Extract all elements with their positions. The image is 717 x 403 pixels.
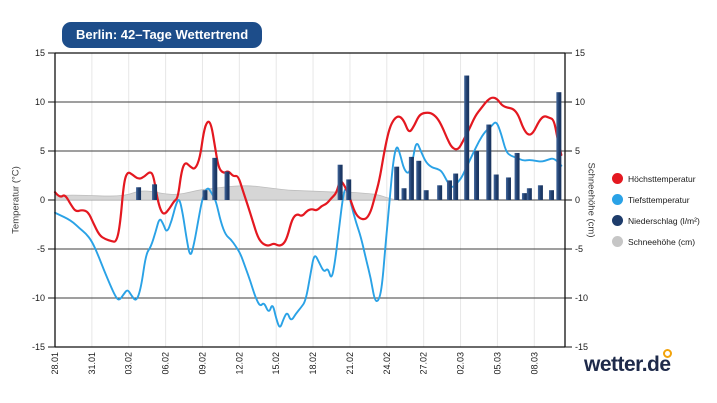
precipitation-bar <box>526 188 532 200</box>
wetter-logo-text: wetter.de <box>584 353 671 376</box>
x-tick-label: 08.03 <box>529 352 539 375</box>
y-tick-label-left: -15 <box>32 342 45 352</box>
x-tick-label: 02.03 <box>456 352 466 375</box>
y-tick-label-right: -5 <box>575 244 583 254</box>
y-tick-label-left: 10 <box>35 97 45 107</box>
precipitation-bar <box>548 190 554 200</box>
precipitation-bar <box>416 160 422 200</box>
wetter-logo: wetter.de <box>584 349 672 377</box>
y-tick-label-left: -5 <box>37 244 45 254</box>
legend-item-tiefsttemperatur: Tiefsttemperatur <box>612 194 700 205</box>
precipitation-bar <box>493 174 499 200</box>
precipitation-bar <box>224 171 230 200</box>
precipitation-bar <box>212 157 218 200</box>
legend-item-label: Schneehöhe (cm) <box>628 236 696 247</box>
legend-item-hoechsttemperatur: Höchsttemperatur <box>612 173 700 184</box>
legend-dot-icon <box>612 194 623 205</box>
legend-item-label: Tiefsttemperatur <box>628 194 690 205</box>
y-tick-label-right: -15 <box>575 342 588 352</box>
precipitation-bar <box>537 185 543 200</box>
precipitation-bar <box>446 180 452 200</box>
y-tick-label-left: 15 <box>35 48 45 58</box>
precipitation-bar <box>521 193 527 200</box>
x-tick-label: 21.02 <box>345 352 355 375</box>
precipitation-bar <box>136 187 142 200</box>
x-tick-label: 06.02 <box>161 352 171 375</box>
legend-dot-icon <box>612 173 623 184</box>
x-tick-label: 12.02 <box>234 352 244 375</box>
precipitation-bars <box>136 75 562 200</box>
precipitation-bar <box>202 190 208 200</box>
y-tick-label-left: 0 <box>40 195 45 205</box>
precipitation-bar <box>474 151 480 200</box>
precipitation-bar <box>152 184 158 200</box>
x-tick-label: 09.02 <box>197 352 207 375</box>
precipitation-bar <box>505 177 511 200</box>
x-tick-label: 05.03 <box>492 352 502 375</box>
y-tick-label-right: 15 <box>575 48 585 58</box>
line-hoechsttemperatur <box>53 96 563 247</box>
legend-item-niederschlag: Niederschlag (l/m²) <box>612 215 700 226</box>
precipitation-bar <box>453 173 459 200</box>
precipitation-bar <box>514 152 520 200</box>
precipitation-bar <box>423 190 429 200</box>
chart-title-badge: Berlin: 42–Tage Wettertrend <box>62 22 263 48</box>
precipitation-bar <box>401 188 407 200</box>
y-tick-label-right: 10 <box>575 97 585 107</box>
precipitation-bar <box>464 75 470 200</box>
precipitation-bar <box>337 164 343 200</box>
x-tick-label: 18.02 <box>308 352 318 375</box>
legend: Höchsttemperatur Tiefsttemperatur Niedersc… <box>612 173 700 257</box>
sun-icon <box>662 349 672 358</box>
x-tick-label: 03.02 <box>124 352 134 375</box>
legend-dot-icon <box>612 215 623 226</box>
precipitation-bar <box>394 166 400 200</box>
y-tick-label-right: 5 <box>575 146 580 156</box>
y-tick-label-right: -10 <box>575 293 588 303</box>
legend-item-label: Höchsttemperatur <box>628 173 696 184</box>
y-axis-label-right: Schneehöhe (cm) <box>585 162 597 238</box>
y-tick-label-right: 0 <box>575 195 580 205</box>
y-tick-label-left: -10 <box>32 293 45 303</box>
x-tick-label: 24.02 <box>382 352 392 375</box>
legend-item-label: Niederschlag (l/m²) <box>628 215 700 226</box>
precipitation-bar <box>486 124 492 200</box>
precipitation-bar <box>346 179 352 200</box>
precipitation-bar <box>408 156 414 200</box>
y-axis-label-left: Temperatur (°C) <box>10 166 22 234</box>
x-tick-label: 27.02 <box>419 352 429 375</box>
legend-item-schneehoehe: Schneehöhe (cm) <box>612 236 700 247</box>
x-tick-label: 15.02 <box>271 352 281 375</box>
y-tick-label-left: 5 <box>40 146 45 156</box>
legend-dot-icon <box>612 236 623 247</box>
x-tick-label: 28.01 <box>50 352 60 375</box>
x-tick-label: 31.01 <box>87 352 97 375</box>
precipitation-bar <box>556 92 562 200</box>
precipitation-bar <box>437 185 443 200</box>
line-tiefsttemperatur <box>54 121 563 328</box>
